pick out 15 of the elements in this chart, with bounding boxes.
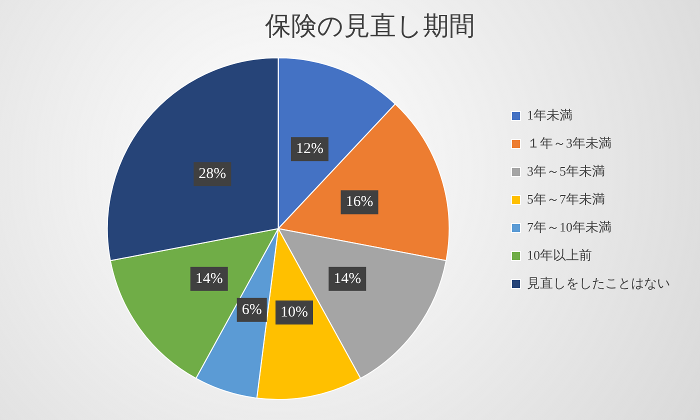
legend-label: 1年未満 [527,107,572,122]
legend-label: １年～3年未満 [527,135,612,150]
data-label: 10% [280,304,308,320]
chart-title: 保険の見直し期間 [265,11,475,40]
legend-label: 5年～7年未満 [527,191,605,206]
legend-label: 見直しをしたことはない [527,275,670,290]
legend-label: 3年～5年未満 [527,163,605,178]
legend-label: 10年以上前 [527,247,592,262]
data-label: 14% [334,270,362,287]
legend-label: 7年～10年未満 [527,219,612,234]
data-label: 12% [296,141,324,158]
data-label: 6% [242,302,262,318]
data-label: 14% [195,270,223,287]
data-label: 16% [346,194,374,210]
data-label: 28% [198,166,226,182]
